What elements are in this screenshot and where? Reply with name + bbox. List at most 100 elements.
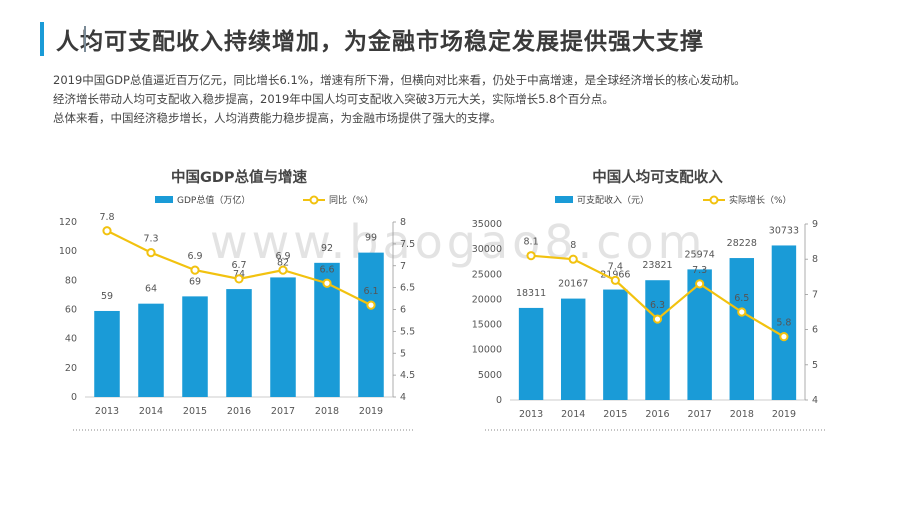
income-left-tick: 25000 bbox=[472, 269, 502, 280]
income-x-tick: 2013 bbox=[519, 409, 543, 420]
income-bar bbox=[560, 298, 586, 400]
income-line-point bbox=[610, 275, 620, 285]
income-right-tick: 9 bbox=[812, 219, 818, 230]
gdp-bar-label: 64 bbox=[145, 284, 157, 295]
gdp-legend-bar-swatch bbox=[155, 196, 173, 203]
gdp-line-point bbox=[278, 265, 288, 275]
gdp-line-label: 6.1 bbox=[363, 286, 378, 297]
gdp-legend-line-label: 同比（%） bbox=[329, 194, 374, 206]
gdp-line-label: 7.3 bbox=[143, 234, 158, 245]
income-right-tick: 6 bbox=[812, 325, 818, 336]
income-right-tick: 4 bbox=[812, 395, 818, 406]
gdp-line-point bbox=[146, 248, 156, 258]
gdp-line-point bbox=[234, 274, 244, 284]
income-line-label: 8.1 bbox=[524, 237, 539, 248]
gdp-bar-label: 69 bbox=[189, 276, 201, 287]
income-bar bbox=[518, 307, 544, 400]
gdp-left-tick: 120 bbox=[59, 217, 77, 228]
title-bar: 人均可支配收入持续增加，为金融市场稳定发展提供强大支撑 bbox=[40, 22, 704, 56]
gdp-bar bbox=[358, 252, 384, 397]
income-x-tick: 2015 bbox=[603, 409, 627, 420]
income-left-tick: 10000 bbox=[472, 345, 502, 356]
income-bar-label: 21966 bbox=[600, 270, 630, 281]
page-title: 人均可支配收入持续增加，为金融市场稳定发展提供强大支撑 bbox=[56, 29, 704, 55]
income-title: 中国人均可支配收入 bbox=[592, 168, 723, 186]
income-left-tick: 5000 bbox=[478, 370, 502, 381]
gdp-legend-bar-label: GDP总值（万亿） bbox=[177, 194, 250, 206]
income-line-label: 8 bbox=[570, 240, 576, 251]
income-legend-line-marker bbox=[709, 195, 719, 205]
income-bar-label: 18311 bbox=[516, 288, 546, 299]
gdp-line-label: 6.9 bbox=[275, 251, 290, 262]
title-accent-bar bbox=[40, 22, 44, 56]
income-left-tick: 0 bbox=[496, 395, 502, 406]
gdp-chart-svg: 中国GDP总值与增速 GDP总值（万亿） 同比（%） 0 20 40 60 80 100 120 4… bbox=[59, 168, 415, 431]
gdp-line-point bbox=[102, 226, 112, 236]
gdp-right-tick: 4 bbox=[400, 392, 406, 403]
gdp-legend-line-marker bbox=[309, 195, 319, 205]
income-x-tick: 2017 bbox=[688, 409, 712, 420]
gdp-left-tick: 20 bbox=[65, 363, 77, 374]
income-line-label: 6.3 bbox=[650, 300, 665, 311]
intro-line: 经济增长带动人均可支配收入稳步提高，2019年中国人均可支配收入突破3万元大关，… bbox=[53, 92, 614, 106]
income-right-tick: 8 bbox=[812, 254, 818, 265]
income-bar bbox=[603, 289, 628, 400]
gdp-x-tick: 2016 bbox=[227, 406, 251, 417]
income-legend-bar-label: 可支配收入（元） bbox=[577, 194, 649, 206]
gdp-line-point bbox=[366, 300, 376, 310]
income-left-tick: 35000 bbox=[472, 219, 502, 230]
income-x-tick: 2014 bbox=[561, 409, 585, 420]
income-right-tick: 5 bbox=[812, 360, 818, 371]
gdp-bar bbox=[94, 310, 120, 397]
gdp-x-tick: 2018 bbox=[315, 406, 339, 417]
income-chart: 中国人均可支配收入可支配收入（元） 实际增长（%） 0 5000 10000 15000 2… bbox=[465, 160, 835, 439]
income-line-point bbox=[737, 307, 747, 317]
gdp-left-tick: 0 bbox=[71, 392, 77, 403]
gdp-bar bbox=[270, 277, 296, 397]
income-left-tick: 15000 bbox=[472, 320, 502, 331]
gdp-x-tick: 2015 bbox=[183, 406, 207, 417]
gdp-right-tick: 5.5 bbox=[400, 326, 415, 337]
income-left-tick: 30000 bbox=[472, 244, 502, 255]
gdp-line-label: 7.8 bbox=[99, 212, 114, 223]
income-line-label: 7.3 bbox=[692, 265, 707, 276]
gdp-left-tick: 80 bbox=[65, 275, 77, 286]
gdp-left-tick: 60 bbox=[65, 305, 77, 316]
income-line-label: 7.4 bbox=[608, 261, 623, 272]
intro-line: 总体来看，中国经济稳步增长，人均消费能力稳步提高，为金融市场提供了强大的支撑。 bbox=[53, 111, 502, 125]
income-bar bbox=[771, 245, 797, 400]
gdp-title: 中国GDP总值与增速 bbox=[171, 168, 308, 186]
income-bar-label: 25974 bbox=[685, 249, 715, 260]
gdp-x-tick: 2014 bbox=[139, 406, 163, 417]
income-line-label: 5.8 bbox=[776, 318, 791, 329]
income-legend-line-label: 实际增长（%） bbox=[729, 194, 792, 206]
income-line-point bbox=[779, 332, 789, 342]
income-line-point bbox=[652, 314, 663, 324]
income-x-tick: 2018 bbox=[730, 409, 754, 420]
gdp-x-tick: 2013 bbox=[95, 406, 119, 417]
gdp-x-tick: 2017 bbox=[271, 406, 295, 417]
income-bar-label: 20167 bbox=[558, 279, 588, 290]
gdp-right-tick: 5 bbox=[400, 348, 406, 359]
gdp-bar-label: 82 bbox=[277, 257, 289, 268]
gdp-x-tick: 2019 bbox=[359, 406, 383, 417]
gdp-line-label: 6.7 bbox=[231, 260, 246, 271]
gdp-chart: 中国GDP总值与增速 GDP总值（万亿） 同比（%） 0 20 40 60 80 100 120 4… bbox=[55, 160, 425, 439]
gdp-bar-label: 99 bbox=[365, 233, 377, 244]
intro-text: 2019中国GDP总值逼近百万亿元，同比增长6.1%，增速有所下滑，但横向对比来… bbox=[53, 71, 873, 128]
watermark: www.baogao8.com bbox=[210, 215, 707, 269]
gdp-right-tick: 7.5 bbox=[400, 239, 415, 250]
income-right-tick: 7 bbox=[812, 289, 818, 300]
income-x-tick: 2016 bbox=[645, 409, 669, 420]
gdp-line-label: 6.9 bbox=[187, 251, 202, 262]
income-line-point bbox=[568, 254, 578, 264]
income-bar-label: 30733 bbox=[769, 225, 799, 236]
gdp-bar-label: 92 bbox=[321, 243, 333, 254]
income-bar-label: 23821 bbox=[642, 260, 672, 271]
intro-line: 2019中国GDP总值逼近百万亿元，同比增长6.1%，增速有所下滑，但横向对比来… bbox=[53, 73, 746, 87]
gdp-right-tick: 6.5 bbox=[400, 283, 415, 294]
income-bar bbox=[729, 258, 755, 400]
gdp-line-point bbox=[190, 265, 200, 275]
title-accent-line bbox=[84, 26, 86, 52]
gdp-left-tick: 40 bbox=[65, 334, 77, 345]
